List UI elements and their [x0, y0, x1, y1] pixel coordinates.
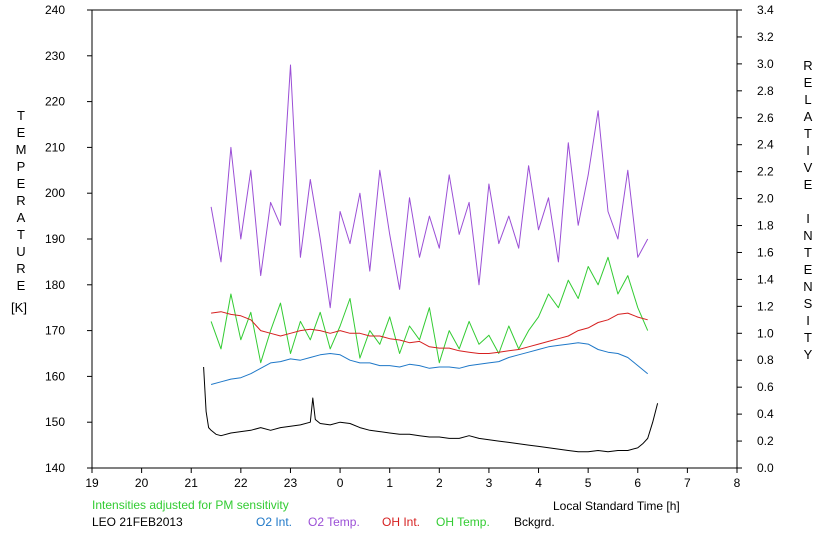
legend-o2-temp: O2 Temp.: [308, 515, 360, 529]
x-tick-label: 21: [185, 476, 199, 490]
y-left-tick-label: 210: [45, 140, 65, 154]
y-axis-left-label-letter: T: [17, 108, 25, 123]
y-axis-left-label-letter: P: [17, 159, 26, 174]
x-tick-label: 19: [85, 476, 99, 490]
x-tick-label: 23: [284, 476, 298, 490]
series-layer: [203, 64, 659, 453]
y-axis-right-label-letter: I: [806, 143, 810, 158]
y-axis-right-label-letter: I: [806, 211, 810, 226]
y-axis-right-label-letter: Y: [804, 347, 813, 362]
y-left-tick-label: 150: [45, 415, 65, 429]
series-line-o2-temp: [210, 64, 649, 309]
legend-oh-int: OH Int.: [382, 515, 420, 529]
plot-frame: [91, 9, 738, 469]
y-right-tick-label: 2.0: [757, 192, 774, 206]
y-left-tick-label: 240: [45, 3, 65, 17]
y-left-tick-label: 180: [45, 278, 65, 292]
y-axis-left-label-letter: R: [16, 193, 25, 208]
legend-oh-temp: OH Temp.: [436, 515, 490, 529]
y-left-tick-label: 160: [45, 369, 65, 383]
y-axis-right-label-letter: T: [804, 330, 812, 345]
series-line-oh-temp: [210, 256, 649, 364]
station-label: LEO 21FEB2013: [92, 515, 183, 529]
y-axis-left-label-letter: E: [17, 278, 26, 293]
y-right-tick-label: 1.0: [757, 326, 774, 340]
y-axis-right-label-letter: L: [804, 92, 811, 107]
y-axis-left-label-letter: A: [17, 210, 26, 225]
y-right-tick-label: 1.8: [757, 219, 774, 233]
y-axis-right-label-letter: S: [804, 296, 813, 311]
x-tick-label: 22: [234, 476, 248, 490]
y-right-tick-label: 3.4: [757, 3, 774, 17]
y-right-tick-label: 0.0: [757, 461, 774, 475]
y-axis-right-label-letter: V: [804, 160, 813, 175]
y-left-tick-label: 230: [45, 49, 65, 63]
x-tick-label: 2: [436, 476, 443, 490]
x-tick-label: 4: [535, 476, 542, 490]
y-left-tick-label: 220: [45, 95, 65, 109]
legend-o2-int: O2 Int.: [256, 515, 292, 529]
y-left-tick-label: 200: [45, 186, 65, 200]
y-axis-right-label-letter: A: [804, 109, 813, 124]
y-right-tick-label: 3.2: [757, 30, 774, 44]
y-right-tick-label: 1.2: [757, 299, 774, 313]
y-axis-right: 0.0 0.2 0.4 0.6 0.8 1.0 1.2 1.4 1.6 1.8 2.0 2.2 2.4 2…: [737, 3, 774, 475]
y-axis-left: 140 150 160 170 180 190 200 210 220 230 240: [45, 3, 92, 475]
y-axis-left-label-letter: R: [16, 261, 25, 276]
y-right-tick-label: 2.4: [757, 138, 774, 152]
y-left-tick-label: 170: [45, 324, 65, 338]
y-right-tick-label: 0.8: [757, 353, 774, 367]
y-axis-right-label-letter: R: [803, 58, 812, 73]
x-tick-label: 20: [135, 476, 149, 490]
y-axis-right-label-letter: N: [803, 279, 812, 294]
x-tick-label: 8: [734, 476, 741, 490]
x-tick-label: 7: [684, 476, 691, 490]
y-left-tick-label: 140: [45, 461, 65, 475]
y-right-tick-label: 2.8: [757, 84, 774, 98]
x-tick-label: 1: [386, 476, 393, 490]
series-line-o2-int: [210, 342, 649, 385]
x-axis-label: Local Standard Time [h]: [553, 499, 680, 513]
y-axis-right-label-letter: E: [804, 177, 813, 192]
y-axis-left-label-letter: U: [16, 244, 25, 259]
x-tick-label: 5: [585, 476, 592, 490]
y-axis-left-label-letter: M: [16, 142, 27, 157]
y-right-tick-label: 0.6: [757, 380, 774, 394]
series-line-oh-int: [211, 311, 648, 354]
y-axis-left-label-letter: T: [17, 227, 25, 242]
y-axis-right-label-letter: E: [804, 262, 813, 277]
y-right-tick-label: 3.0: [757, 57, 774, 71]
y-left-tick-label: 190: [45, 232, 65, 246]
y-axis-left-label-letter: E: [17, 176, 26, 191]
y-axis-right-label-letter: N: [803, 228, 812, 243]
y-right-tick-label: 2.6: [757, 111, 774, 125]
legend-bckgrd: Bckgrd.: [514, 515, 555, 529]
y-right-tick-label: 0.2: [757, 434, 774, 448]
y-right-tick-label: 1.6: [757, 245, 774, 259]
y-axis-right-label-letter: E: [804, 75, 813, 90]
y-right-tick-label: 1.4: [757, 272, 774, 286]
note-text: Intensities adjusted for PM sensitivity: [92, 498, 289, 512]
x-tick-label: 0: [337, 476, 344, 490]
series-line-bckgrd: [203, 366, 659, 453]
x-axis: 19 20 21 22 23 0 1 2 3 4 5 6 7 8: [85, 468, 741, 490]
x-tick-label: 6: [634, 476, 641, 490]
y-axis-right-label-letter: T: [804, 126, 812, 141]
y-axis-left-unit: [K]: [11, 300, 27, 315]
y-axis-right-label-letter: I: [806, 313, 810, 328]
y-axis-right-label-letter: T: [804, 245, 812, 260]
y-axis-left-label-letter: E: [17, 125, 26, 140]
y-right-tick-label: 0.4: [757, 407, 774, 421]
y-right-tick-label: 2.2: [757, 165, 774, 179]
x-tick-label: 3: [486, 476, 493, 490]
